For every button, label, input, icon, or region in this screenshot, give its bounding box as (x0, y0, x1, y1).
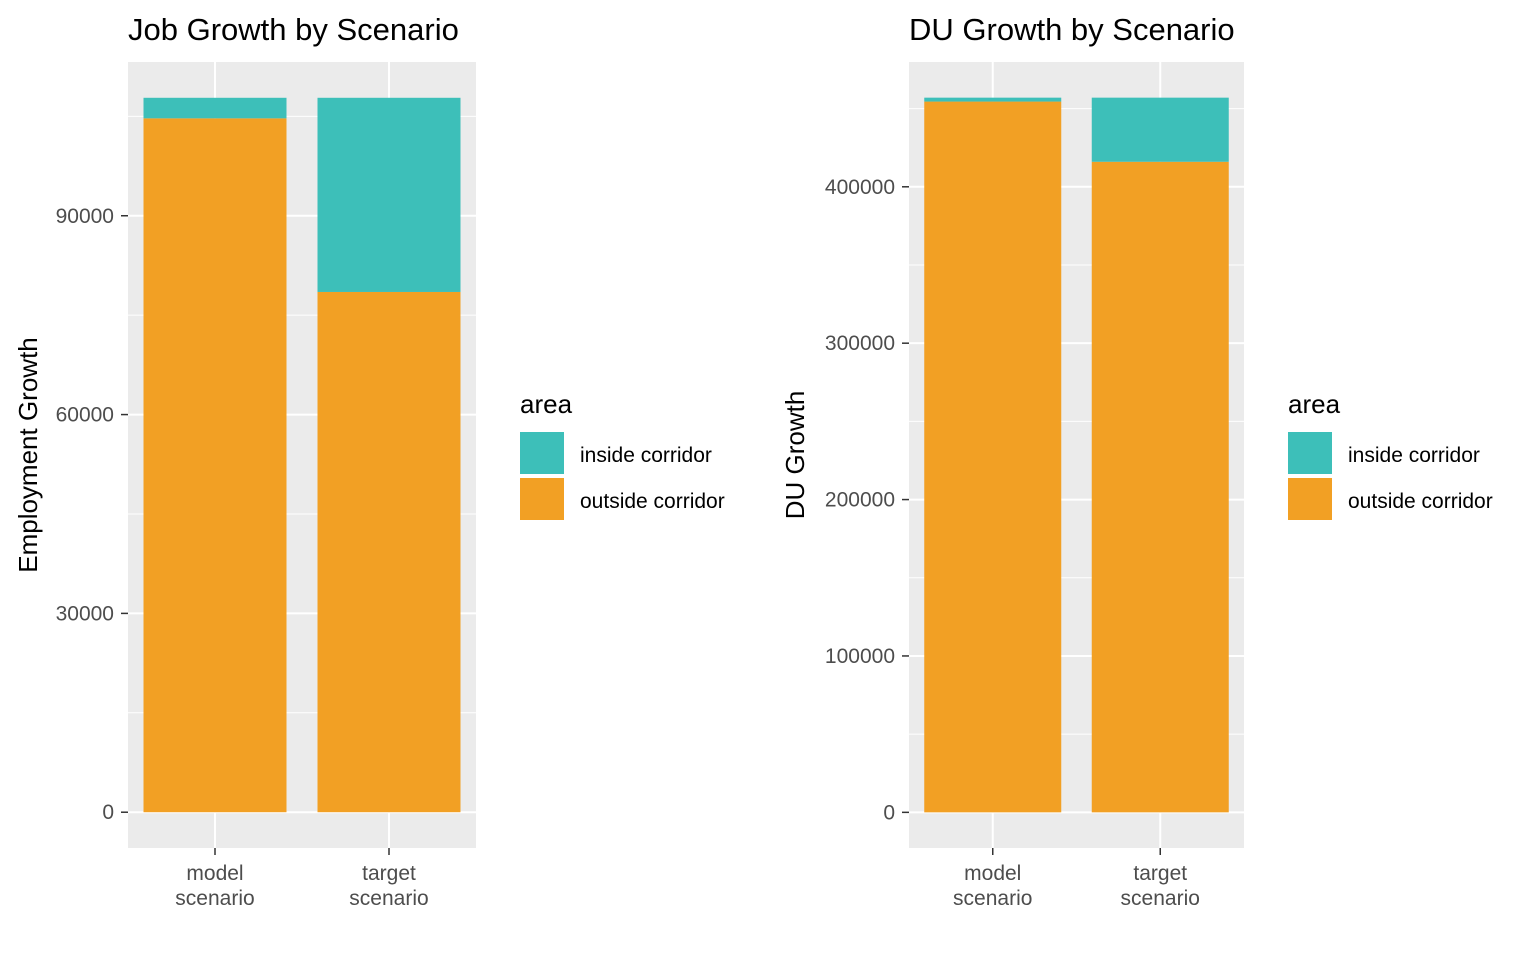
bar-inside-corridor-1 (1091, 97, 1229, 162)
x-axis-ticks: model scenario target scenario (953, 848, 1200, 910)
y-axis-title: DU Growth (780, 391, 810, 520)
y-axis-ticks: 0 30000 60000 90000 (56, 205, 128, 824)
x-tick-label: model scenario (953, 862, 1032, 910)
y-tick-label: 200000 (825, 489, 895, 512)
bar-inside-corridor-1 (317, 97, 461, 292)
y-tick-label: 0 (102, 801, 114, 824)
legend: area inside corridor outside corridor (520, 389, 725, 520)
legend-label-outside-corridor: outside corridor (1348, 490, 1493, 513)
x-tick-label: target scenario (1121, 862, 1200, 910)
legend-swatch-outside-corridor (520, 478, 564, 520)
y-tick-label: 0 (883, 801, 895, 824)
legend-title: area (1288, 389, 1341, 419)
y-tick-label: 300000 (825, 332, 895, 355)
legend-title: area (520, 389, 573, 419)
bar-outside-corridor-0 (143, 118, 287, 813)
x-tick-label: target scenario (349, 862, 428, 910)
chart-title: DU Growth by Scenario (909, 12, 1235, 47)
bar-inside-corridor-0 (143, 97, 287, 119)
legend-swatch-inside-corridor (520, 432, 564, 474)
y-tick-label: 30000 (56, 602, 114, 625)
y-tick-label: 60000 (56, 404, 114, 427)
bars (143, 97, 461, 813)
y-tick-label: 90000 (56, 205, 114, 228)
y-axis-title: Employment Growth (13, 337, 43, 573)
legend-label-inside-corridor: inside corridor (1348, 444, 1480, 467)
y-axis-ticks: 0 100000 200000 300000 400000 (825, 176, 909, 824)
legend-label-outside-corridor: outside corridor (580, 490, 725, 513)
chart-title: Job Growth by Scenario (128, 12, 459, 47)
x-axis-ticks: model scenario target scenario (175, 848, 429, 910)
bar-outside-corridor-1 (1091, 161, 1229, 813)
legend: area inside corridor outside corridor (1288, 389, 1493, 520)
y-tick-label: 100000 (825, 645, 895, 668)
bar-outside-corridor-1 (317, 291, 461, 813)
legend-label-inside-corridor: inside corridor (580, 444, 712, 467)
y-tick-label: 400000 (825, 176, 895, 199)
legend-swatch-outside-corridor (1288, 478, 1332, 520)
bar-outside-corridor-0 (924, 101, 1062, 813)
x-tick-label: model scenario (175, 862, 254, 910)
du-growth-chart: DU Growth by Scenario 0 100000 200000 30000… (780, 12, 1493, 910)
job-growth-chart: Job Growth by Scenario 0300006000090000 … (13, 12, 725, 910)
legend-swatch-inside-corridor (1288, 432, 1332, 474)
bars (924, 97, 1229, 813)
bar-inside-corridor-0 (924, 97, 1062, 102)
